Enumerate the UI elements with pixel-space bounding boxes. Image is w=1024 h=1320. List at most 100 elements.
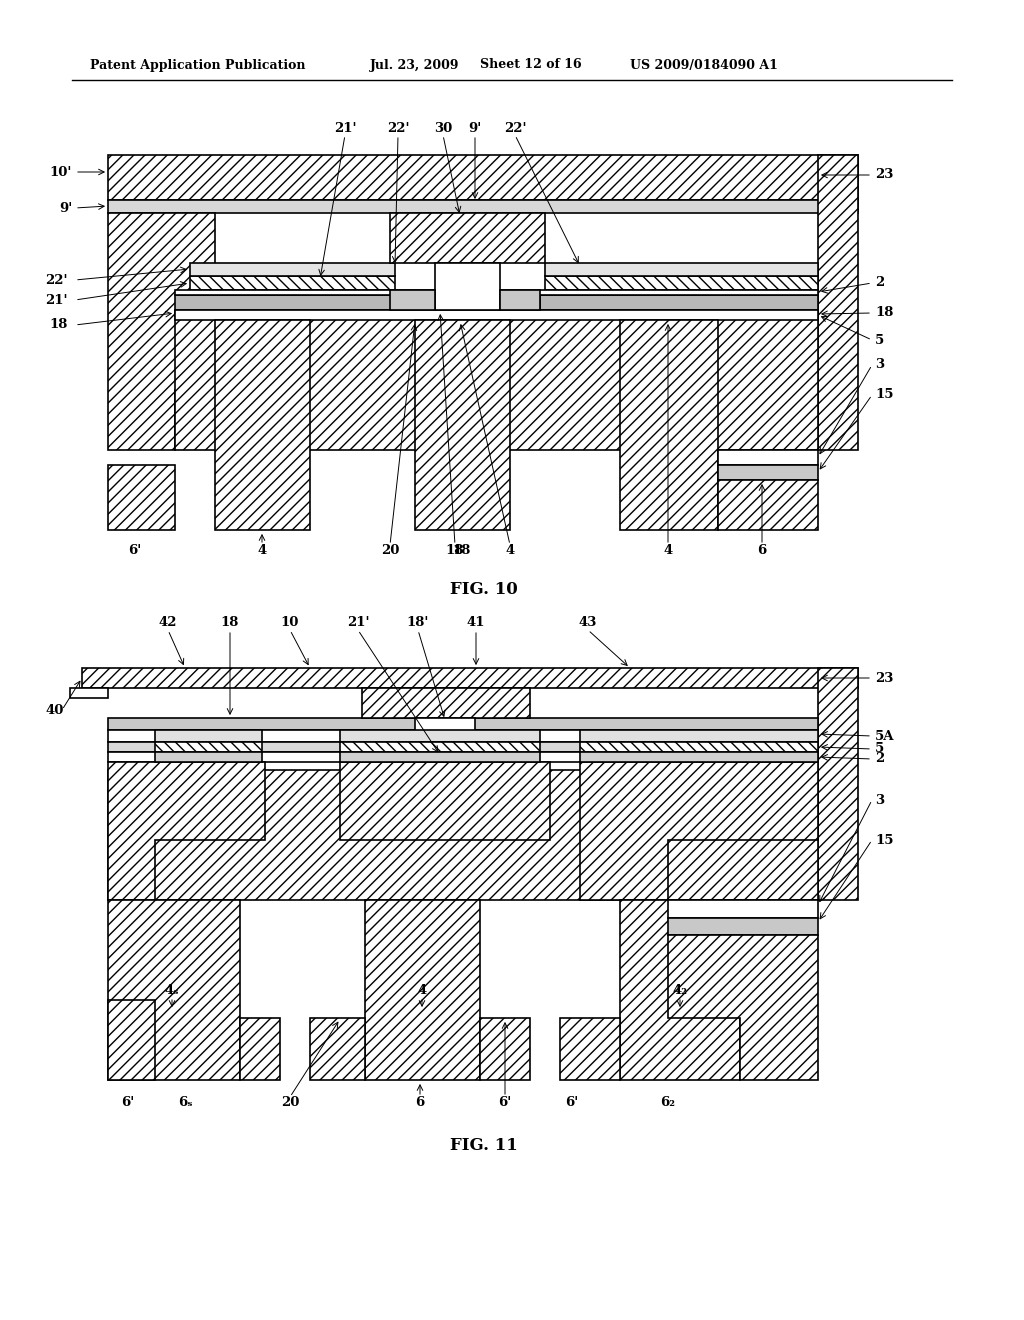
Polygon shape	[240, 1018, 280, 1080]
Polygon shape	[108, 213, 215, 450]
Text: 15: 15	[874, 833, 894, 846]
Text: 22': 22'	[387, 121, 410, 135]
Polygon shape	[340, 752, 540, 762]
Text: 6': 6'	[499, 1097, 512, 1110]
Text: US 2009/0184090 A1: US 2009/0184090 A1	[630, 58, 778, 71]
Text: 6ₛ: 6ₛ	[178, 1097, 193, 1110]
Text: 18: 18	[221, 616, 240, 630]
Polygon shape	[620, 319, 718, 531]
Text: 9': 9'	[58, 202, 72, 214]
Text: 5A: 5A	[874, 730, 895, 742]
Polygon shape	[620, 900, 740, 1080]
Polygon shape	[718, 450, 818, 465]
Polygon shape	[718, 480, 818, 531]
Polygon shape	[340, 762, 550, 840]
Text: 23: 23	[874, 672, 893, 685]
Text: 5: 5	[874, 334, 885, 346]
Polygon shape	[362, 688, 530, 718]
Polygon shape	[340, 742, 540, 752]
Text: 6₂: 6₂	[660, 1097, 676, 1110]
Polygon shape	[580, 762, 818, 900]
Text: 30: 30	[434, 121, 453, 135]
Polygon shape	[155, 752, 262, 762]
Text: 2: 2	[874, 752, 885, 766]
Text: 20: 20	[281, 1097, 299, 1110]
Polygon shape	[108, 900, 240, 1080]
Polygon shape	[108, 730, 818, 742]
Text: 21': 21'	[334, 121, 356, 135]
Text: 5: 5	[874, 742, 885, 755]
Polygon shape	[108, 154, 858, 201]
Text: 40: 40	[45, 704, 63, 717]
Polygon shape	[818, 154, 858, 450]
Polygon shape	[390, 290, 435, 310]
Polygon shape	[390, 213, 545, 263]
Text: 15: 15	[874, 388, 894, 401]
Polygon shape	[435, 263, 500, 310]
Polygon shape	[415, 319, 510, 531]
Polygon shape	[215, 319, 310, 531]
Text: 10: 10	[281, 616, 299, 630]
Text: 18: 18	[874, 306, 893, 319]
Polygon shape	[108, 718, 818, 730]
Polygon shape	[190, 263, 395, 276]
Polygon shape	[108, 752, 818, 762]
Text: 4: 4	[257, 544, 266, 557]
Text: Patent Application Publication: Patent Application Publication	[90, 58, 305, 71]
Polygon shape	[82, 668, 858, 688]
Polygon shape	[668, 917, 818, 935]
Polygon shape	[108, 201, 858, 213]
Polygon shape	[365, 900, 480, 1080]
Text: 4: 4	[506, 544, 515, 557]
Polygon shape	[70, 688, 108, 698]
Text: 6': 6'	[128, 544, 141, 557]
Text: 6': 6'	[565, 1097, 579, 1110]
Polygon shape	[500, 290, 540, 310]
Polygon shape	[540, 294, 818, 310]
Polygon shape	[310, 1018, 365, 1080]
Polygon shape	[175, 310, 818, 319]
Polygon shape	[108, 1001, 155, 1080]
Polygon shape	[560, 1018, 620, 1080]
Text: FIG. 10: FIG. 10	[451, 582, 518, 598]
Polygon shape	[718, 465, 818, 480]
Polygon shape	[818, 668, 858, 900]
Text: 4₂: 4₂	[673, 983, 687, 997]
Text: 18': 18'	[407, 616, 429, 630]
Polygon shape	[175, 290, 818, 294]
Polygon shape	[545, 276, 818, 290]
Polygon shape	[190, 276, 395, 290]
Text: 3: 3	[874, 359, 884, 371]
Polygon shape	[108, 465, 175, 531]
Polygon shape	[175, 310, 818, 450]
Text: 10': 10'	[49, 165, 72, 178]
Text: 18: 18	[453, 544, 471, 557]
Text: 6: 6	[758, 544, 767, 557]
Text: 18: 18	[49, 318, 68, 331]
Polygon shape	[415, 718, 475, 762]
Polygon shape	[580, 730, 818, 742]
Text: Sheet 12 of 16: Sheet 12 of 16	[480, 58, 582, 71]
Polygon shape	[545, 263, 818, 276]
Text: 43: 43	[579, 616, 597, 630]
Polygon shape	[155, 730, 262, 742]
Text: 41: 41	[467, 616, 485, 630]
Text: 3: 3	[874, 793, 884, 807]
Text: 20: 20	[381, 544, 399, 557]
Text: 4: 4	[418, 983, 427, 997]
Polygon shape	[108, 762, 265, 900]
Text: FIG. 11: FIG. 11	[451, 1137, 518, 1154]
Text: 22': 22'	[45, 273, 68, 286]
Text: Jul. 23, 2009: Jul. 23, 2009	[370, 58, 460, 71]
Text: 9': 9'	[468, 121, 481, 135]
Polygon shape	[108, 742, 818, 752]
Polygon shape	[108, 770, 818, 900]
Text: 42: 42	[159, 616, 177, 630]
Text: 18: 18	[445, 544, 464, 557]
Text: 4ₛ: 4ₛ	[165, 983, 179, 997]
Text: 23: 23	[874, 169, 893, 181]
Polygon shape	[668, 935, 818, 1080]
Text: 21': 21'	[45, 293, 68, 306]
Text: 21': 21'	[347, 616, 370, 630]
Polygon shape	[580, 752, 818, 762]
